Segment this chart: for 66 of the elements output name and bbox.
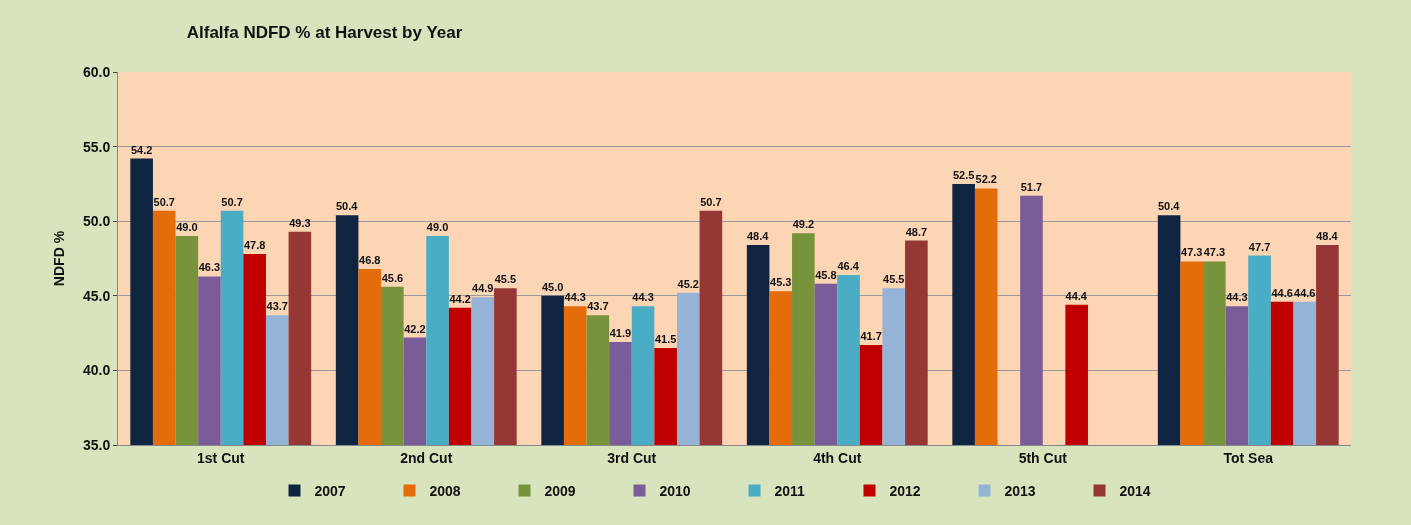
data-label: 45.3 xyxy=(770,276,792,289)
legend-label: 2008 xyxy=(429,482,461,499)
data-label: 50.4 xyxy=(1157,200,1181,213)
data-label: 44.2 xyxy=(449,292,471,305)
y-tick-label: 40.0 xyxy=(82,362,111,379)
x-tick-label: 1st Cut xyxy=(197,449,245,466)
data-label: 49.0 xyxy=(176,221,198,234)
data-label: 44.3 xyxy=(632,291,654,304)
legend-label: 2007 xyxy=(314,482,346,499)
legend-label: 2012 xyxy=(889,482,921,499)
data-label: 47.8 xyxy=(243,239,266,252)
data-label: 47.3 xyxy=(1203,246,1226,259)
legend-label: 2013 xyxy=(1004,482,1036,499)
data-label: 51.7 xyxy=(1020,180,1043,193)
data-label: 50.7 xyxy=(153,195,175,208)
data-label: 49.3 xyxy=(289,216,311,229)
data-label: 45.8 xyxy=(815,268,837,281)
legend-label: 2010 xyxy=(659,482,691,499)
data-label: 46.8 xyxy=(359,253,381,266)
y-tick-label: 55.0 xyxy=(82,138,111,155)
data-label: 41.7 xyxy=(860,330,882,343)
data-label: 47.3 xyxy=(1181,246,1203,259)
y-tick-label: 35.0 xyxy=(82,436,111,453)
data-label: 50.4 xyxy=(335,200,359,213)
x-tick-label: 5th Cut xyxy=(1018,449,1068,466)
y-tick-label: 60.0 xyxy=(82,63,111,80)
data-label: 48.4 xyxy=(746,230,770,243)
data-label: 44.3 xyxy=(1226,291,1248,304)
data-label: 52.5 xyxy=(952,168,975,181)
data-label: 44.9 xyxy=(472,282,494,295)
y-tick-label: 45.0 xyxy=(82,287,111,304)
data-label: 46.3 xyxy=(198,261,221,274)
data-label: 45.2 xyxy=(677,277,699,290)
data-label: 44.3 xyxy=(564,291,586,304)
y-axis-title: NDFD % xyxy=(50,230,67,287)
data-label: 42.2 xyxy=(404,322,426,335)
data-label: 54.2 xyxy=(130,143,153,156)
data-label: 43.7 xyxy=(587,300,609,313)
x-tick-label: 2nd Cut xyxy=(400,449,453,466)
data-label: 45.5 xyxy=(883,273,905,286)
data-label: 48.4 xyxy=(1316,230,1339,243)
data-label: 45.0 xyxy=(541,280,564,293)
data-label: 49.0 xyxy=(426,221,449,234)
data-label: 45.6 xyxy=(381,271,404,284)
chart-title: Alfalfa NDFD % at Harvest by Year xyxy=(186,23,463,43)
data-label: 50.7 xyxy=(700,195,722,208)
legend-label: 2009 xyxy=(544,482,576,499)
data-label: 41.9 xyxy=(609,327,632,340)
data-label: 49.2 xyxy=(792,218,815,231)
data-label: 45.5 xyxy=(494,273,517,286)
x-tick-label: 3rd Cut xyxy=(607,449,657,466)
legend-label: 2014 xyxy=(1119,482,1151,499)
data-label: 47.7 xyxy=(1248,240,1271,253)
x-tick-label: Tot Sea xyxy=(1223,449,1274,466)
data-label: 44.6 xyxy=(1271,286,1293,299)
data-label: 44.4 xyxy=(1065,289,1088,302)
data-label: 52.2 xyxy=(975,173,997,186)
data-label: 50.7 xyxy=(221,195,243,208)
legend-label: 2011 xyxy=(774,482,806,499)
x-tick-label: 4th Cut xyxy=(813,449,862,466)
data-label: 43.7 xyxy=(266,300,288,313)
data-label: 48.7 xyxy=(905,225,928,238)
data-label: 44.6 xyxy=(1294,286,1316,299)
data-label: 46.4 xyxy=(837,259,860,272)
data-label: 41.5 xyxy=(654,333,677,346)
y-tick-label: 50.0 xyxy=(82,213,111,230)
